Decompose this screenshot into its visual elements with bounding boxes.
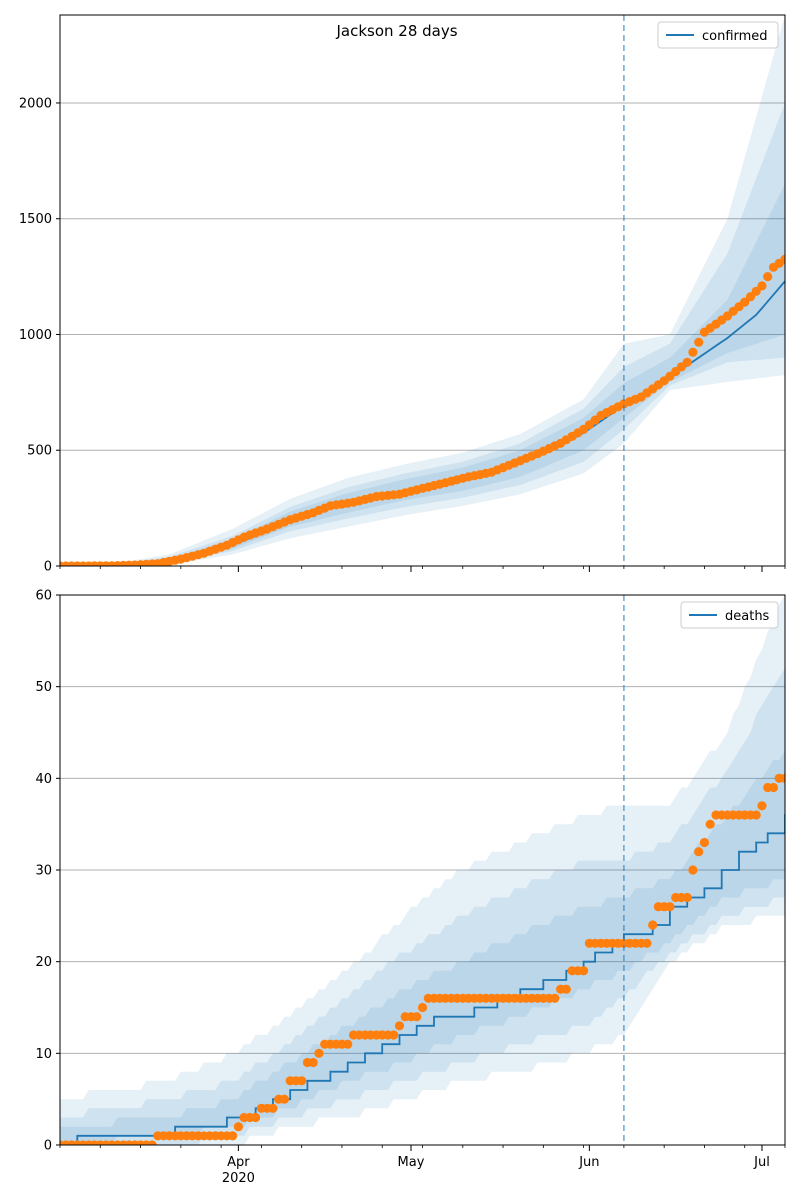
uncertainty-band <box>60 668 785 1145</box>
observed-point <box>314 1048 324 1058</box>
observed-point <box>642 938 652 948</box>
legend-label: confirmed <box>702 29 768 44</box>
x-tick-sublabel: 2020 <box>222 1171 255 1186</box>
legend-label: deaths <box>725 609 770 624</box>
observed-point <box>763 272 773 282</box>
observed-point <box>228 1131 238 1141</box>
observed-point <box>251 1112 261 1123</box>
plot-area <box>60 595 785 1145</box>
observed-point <box>740 297 750 307</box>
observed-point <box>412 1012 422 1022</box>
x-tick-label: Jun <box>578 1155 599 1170</box>
uncertainty-band <box>60 15 785 566</box>
y-tick-label: 10 <box>35 1047 52 1062</box>
observed-point <box>751 286 761 296</box>
observed-point <box>417 1002 428 1013</box>
deaths-chart-panel: 0 10 20 30 40 50 60 deaths <box>35 589 786 1154</box>
uncertainty-band <box>60 750 785 1145</box>
y-tick-label: 0 <box>44 560 52 575</box>
observed-point <box>757 281 767 291</box>
y-tick-label: 1500 <box>19 212 52 227</box>
observed-point <box>699 837 710 848</box>
y-tick-label: 500 <box>27 444 52 459</box>
observed-point <box>665 902 675 912</box>
observed-point <box>550 993 560 1003</box>
legend: deaths <box>680 601 779 629</box>
legend: confirmed <box>657 21 779 49</box>
y-tick-label: 60 <box>35 589 52 604</box>
x-tick-label: May <box>398 1155 425 1170</box>
legend-box <box>680 601 779 629</box>
observed-point <box>561 984 571 994</box>
observed-point <box>688 347 698 357</box>
y-tick-label: 0 <box>44 1139 52 1154</box>
legend-box <box>657 21 779 49</box>
observed-point <box>394 1021 405 1031</box>
model-median-line <box>60 814 785 1145</box>
observed-point <box>682 357 692 367</box>
observed-point <box>279 1094 289 1104</box>
observed-point <box>768 782 779 793</box>
observed-point <box>268 1103 278 1113</box>
observed-point <box>343 1039 353 1049</box>
figure-title: Jackson 28 days <box>335 22 457 40</box>
observed-point <box>780 773 785 783</box>
observed-point <box>757 801 767 811</box>
uncertainty-band <box>60 595 785 1145</box>
observed-point <box>705 819 715 829</box>
observed-point <box>297 1076 307 1086</box>
observed-point <box>682 892 692 903</box>
y-tick-label: 20 <box>35 955 52 970</box>
observed-point <box>751 810 761 820</box>
observed-point <box>745 292 756 302</box>
observed-point <box>688 865 698 875</box>
observed-point <box>648 920 658 930</box>
observed-point <box>389 1030 399 1040</box>
plot-area <box>60 15 785 566</box>
confirmed-chart-panel: 0 500 1000 1500 2000 confirmed <box>19 14 786 575</box>
observed-point <box>579 966 589 976</box>
y-tick-label: 1000 <box>19 328 52 343</box>
y-tick-label: 2000 <box>19 96 52 111</box>
y-tick-label: 50 <box>35 680 52 695</box>
y-tick-label: 30 <box>35 864 52 879</box>
observed-point <box>233 1122 243 1132</box>
x-tick-label: Apr <box>227 1155 250 1170</box>
observed-point <box>147 1140 157 1145</box>
observed-point <box>308 1057 318 1068</box>
uncertainty-band <box>60 103 785 566</box>
observed-point <box>694 847 704 857</box>
y-tick-label: 40 <box>35 772 52 787</box>
observed-point <box>780 254 785 264</box>
observed-point <box>694 337 704 347</box>
x-tick-label: Jul <box>753 1155 770 1170</box>
